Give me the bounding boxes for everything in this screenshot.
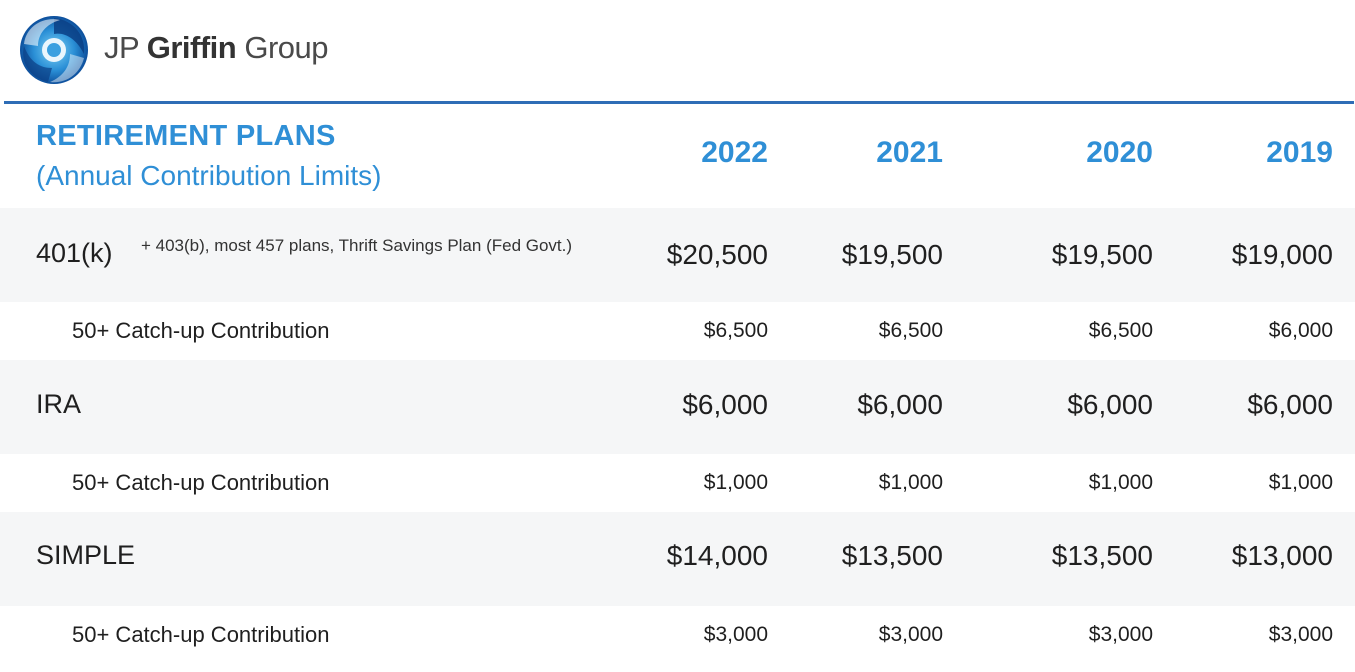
table-row-ira-catchup: 50+ Catch-up Contribution $1,000 $1,000 … [0, 454, 1355, 512]
value-cell: $6,000 [1247, 389, 1333, 420]
row-label: 401(k) [36, 238, 113, 268]
value-cell: $13,500 [1051, 540, 1153, 571]
table-title: RETIREMENT PLANS [36, 120, 336, 152]
table-row-ira: IRA $6,000 $6,000 $6,000 $6,000 [0, 360, 1355, 454]
value-cell: $14,000 [666, 540, 768, 571]
value-cell: $3,000 [703, 623, 768, 646]
value-cell: $6,000 [1268, 319, 1333, 342]
value-cell: $6,500 [878, 319, 943, 342]
value-cell: $19,000 [1231, 239, 1333, 270]
brand-text-griffin: Griffin [146, 30, 237, 65]
row-label: SIMPLE [36, 540, 136, 570]
row-note: + 403(b), most 457 plans, Thrift Savings… [141, 236, 573, 255]
year-header-2020: 2020 [1086, 136, 1153, 169]
header-divider [4, 101, 1354, 104]
value-cell: $13,000 [1231, 540, 1333, 571]
value-cell: $20,500 [666, 239, 768, 270]
value-cell: $13,500 [841, 540, 943, 571]
value-cell: $19,500 [1051, 239, 1153, 270]
value-cell: $3,000 [1088, 623, 1153, 646]
value-cell: $1,000 [1268, 471, 1333, 494]
value-cell: $6,000 [682, 389, 768, 420]
value-cell: $1,000 [878, 471, 943, 494]
table-row-401k: 401(k) + 403(b), most 457 plans, Thrift … [0, 208, 1355, 302]
row-label: 50+ Catch-up Contribution [72, 318, 330, 343]
row-label: 50+ Catch-up Contribution [72, 470, 330, 495]
value-cell: $1,000 [703, 471, 768, 494]
table-header-row: RETIREMENT PLANS (Annual Contribution Li… [0, 104, 1355, 208]
table-subtitle: (Annual Contribution Limits) [36, 160, 382, 191]
value-cell: $3,000 [1268, 623, 1333, 646]
table-row-simple: SIMPLE $14,000 $13,500 $13,500 $13,000 [0, 512, 1355, 606]
row-label: 50+ Catch-up Contribution [72, 622, 330, 647]
value-cell: $19,500 [841, 239, 943, 270]
value-cell: $1,000 [1088, 471, 1153, 494]
table-row-simple-catchup: 50+ Catch-up Contribution $3,000 $3,000 … [0, 606, 1355, 672]
page-header: JP Griffin Group [0, 0, 1355, 104]
year-header-2022: 2022 [701, 136, 768, 169]
brand-logo-icon [20, 16, 88, 84]
value-cell: $3,000 [878, 623, 943, 646]
brand-text-jp: JP [104, 30, 147, 65]
value-cell: $6,000 [1067, 389, 1153, 420]
year-header-2019: 2019 [1266, 136, 1333, 169]
table-row-401k-catchup: 50+ Catch-up Contribution $6,500 $6,500 … [0, 302, 1355, 360]
value-cell: $6,500 [1088, 319, 1153, 342]
brand-text-group: Group [236, 30, 329, 65]
value-cell: $6,000 [857, 389, 943, 420]
year-header-2021: 2021 [876, 136, 943, 169]
brand-wordmark: JP Griffin Group [104, 30, 329, 66]
row-label: IRA [36, 389, 82, 419]
value-cell: $6,500 [703, 319, 768, 342]
